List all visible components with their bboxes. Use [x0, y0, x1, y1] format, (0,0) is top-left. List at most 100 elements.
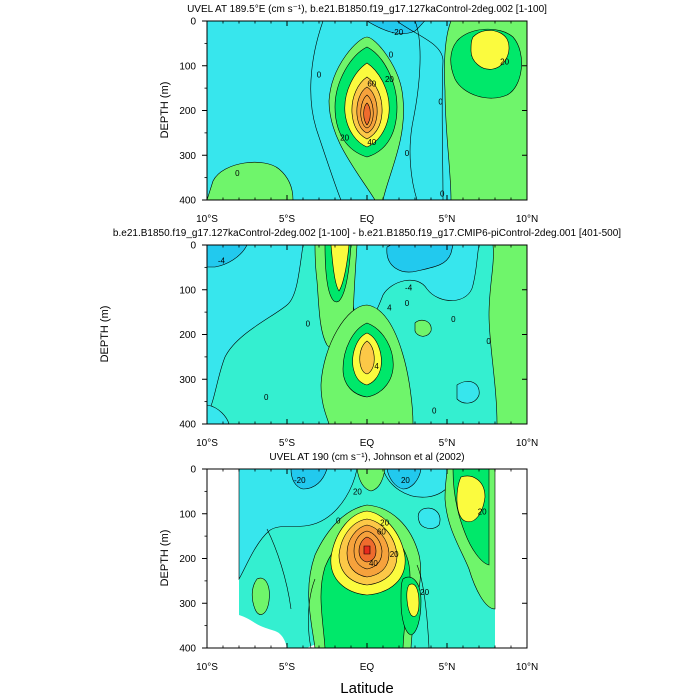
x-tick-label: EQ	[360, 438, 375, 449]
contour-label: 0	[235, 169, 240, 178]
filled-contour-region	[251, 577, 270, 615]
x-tick-label: 5°S	[279, 214, 296, 225]
y-tick-label: 0	[190, 241, 196, 252]
x-axis-label: Latitude	[340, 680, 393, 697]
y-tick-label: 200	[179, 106, 196, 117]
contour-label: 4	[374, 362, 379, 371]
contour-label: 20	[385, 75, 394, 84]
filled-contour-region	[207, 161, 294, 200]
y-tick-label: 300	[179, 151, 196, 162]
filled-contour-region	[417, 507, 441, 529]
filled-contour-region	[207, 245, 304, 416]
panel-3-y-axis-label: DEPTH (m)	[159, 530, 171, 587]
filled-contour-region	[359, 340, 375, 375]
contour-label: 20	[401, 476, 410, 485]
contour-label: 20	[340, 133, 349, 142]
contour-label: 0	[405, 299, 410, 308]
contour-label: 0	[389, 51, 394, 60]
contour-label: -20	[294, 476, 306, 485]
contour-label: 0	[405, 149, 410, 158]
panel-3: UVEL AT 190 (cm s⁻¹), Johnson et al (200…	[159, 452, 538, 673]
contour-label: 20	[353, 487, 362, 496]
contour-label: -4	[405, 284, 413, 293]
contour-label: 0	[486, 337, 491, 346]
contour-label: 0	[432, 407, 437, 416]
y-tick-label: 200	[179, 330, 196, 341]
x-tick-label: EQ	[360, 662, 375, 673]
contour-line	[266, 528, 292, 610]
panel-1: UVEL AT 189.5°E (cm s⁻¹), b.e21.B1850.f1…	[159, 4, 547, 225]
y-tick-label: 100	[179, 285, 196, 296]
contour-label: 0	[440, 189, 445, 198]
contour-label: -20	[392, 28, 404, 37]
contour-label: 0	[264, 393, 269, 402]
y-tick-label: 100	[179, 61, 196, 72]
x-tick-label: 5°N	[439, 438, 456, 449]
filled-contour-region	[330, 245, 350, 292]
y-tick-label: 0	[190, 465, 196, 476]
panel-1-plot-area	[207, 21, 527, 200]
panel-2-contour-labels: -4 -4 0 4 0 4 0 0 0 0	[218, 257, 492, 416]
contour-label: 0	[451, 315, 456, 324]
filled-contour-region	[363, 545, 371, 555]
x-tick-label: 10°S	[196, 214, 218, 225]
filled-contour-region	[290, 469, 328, 490]
x-tick-label: 10°S	[196, 662, 218, 673]
panel-1-x-ticks: 10°S 5°S EQ 5°N 10°N	[196, 21, 538, 225]
contour-label: 20	[420, 588, 429, 597]
contour-label: 20	[478, 508, 487, 517]
x-tick-label: 5°S	[279, 662, 296, 673]
panel-2-title: b.e21.B1850.f19_g17.127kaControl-2deg.00…	[113, 228, 621, 239]
contour-label: 60	[367, 80, 376, 89]
contour-label: 0	[317, 71, 322, 80]
y-tick-label: 400	[179, 644, 196, 655]
x-tick-label: 5°N	[439, 662, 456, 673]
panel-3-title: UVEL AT 190 (cm s⁻¹), Johnson et al (200…	[269, 452, 464, 463]
filled-contour-region	[366, 21, 426, 34]
filled-contour-region	[356, 469, 386, 492]
contour-label: 40	[367, 138, 376, 147]
panel-1-y-axis-label: DEPTH (m)	[159, 82, 171, 139]
contour-line	[396, 21, 444, 200]
x-tick-label: 10°N	[516, 214, 538, 225]
contour-line	[416, 564, 430, 648]
y-tick-label: 0	[190, 17, 196, 28]
y-tick-label: 200	[179, 554, 196, 565]
x-tick-label: 10°S	[196, 438, 218, 449]
contour-label: 0	[306, 319, 311, 328]
contour-line	[409, 21, 421, 200]
contour-line	[310, 21, 342, 200]
contour-label: 4	[387, 304, 392, 313]
panel-1-title: UVEL AT 189.5°E (cm s⁻¹), b.e21.B1850.f1…	[187, 4, 547, 15]
contour-line	[308, 578, 316, 648]
contour-label: 20	[390, 550, 399, 559]
contour-label: 0	[438, 98, 443, 107]
panel-2-x-ticks: 10°S 5°S EQ 5°N 10°N	[196, 245, 538, 449]
contour-label: 20	[380, 519, 389, 528]
panel-1-contour-labels: -20 0 20 60 40 20 0 0 0 0 0 20	[235, 28, 509, 198]
x-tick-label: 5°N	[439, 214, 456, 225]
contour-label: 20	[500, 57, 509, 66]
filled-contour-region	[207, 404, 230, 424]
filled-contour-region	[470, 30, 510, 70]
panel-3-plot-area	[238, 469, 496, 648]
contour-label: 60	[377, 528, 386, 537]
y-tick-label: 300	[179, 599, 196, 610]
y-tick-label: 300	[179, 375, 196, 386]
filled-contour-region	[456, 381, 480, 404]
filled-contour-region	[386, 245, 454, 273]
filled-contour-region	[238, 469, 358, 581]
x-tick-label: 5°S	[279, 438, 296, 449]
panel-3-x-ticks: 10°S 5°S EQ 5°N 10°N	[196, 469, 538, 673]
filled-contour-region	[386, 469, 422, 490]
filled-contour-region	[456, 475, 486, 523]
y-tick-label: 400	[179, 420, 196, 431]
filled-contour-region	[406, 583, 420, 617]
panel-2: b.e21.B1850.f19_g17.127kaControl-2deg.00…	[99, 228, 621, 449]
x-tick-label: EQ	[360, 214, 375, 225]
x-tick-label: 10°N	[516, 662, 538, 673]
y-tick-label: 400	[179, 196, 196, 207]
